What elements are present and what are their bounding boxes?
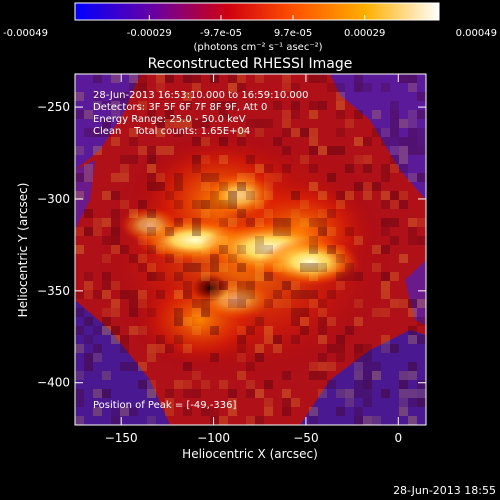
- annotation-energy-range: Energy Range: 25.0 - 50.0 keV: [93, 114, 246, 125]
- annotation-time-range: 28-Jun-2013 16:53:10.000 to 16:59:10.000: [93, 90, 309, 101]
- heatmap-image: [75, 74, 426, 425]
- x-tick-label: −150: [105, 431, 138, 445]
- y-tick-label: −250: [37, 100, 70, 114]
- colorbar-tick-label: -0.00029: [127, 28, 172, 39]
- colorbar-tick-label: -0.00049: [3, 28, 48, 39]
- colorbar-tick-label: 0.00029: [344, 28, 385, 39]
- plot-frame: [74, 73, 427, 426]
- colorbar-tick-labels: -0.00049 -0.00029 -9.7e-05 9.7e-05 0.00029 0.…: [3, 28, 497, 39]
- annotation-detectors: Detectors: 3F 5F 6F 7F 8F 9F, Att 0: [93, 102, 267, 113]
- footer-timestamp: 28-Jun-2013 18:55: [393, 484, 496, 497]
- annotation-block: 28-Jun-2013 16:53:10.000 to 16:59:10.000…: [93, 90, 309, 137]
- colorbar-gradient: [74, 2, 440, 21]
- y-tick-label: −400: [37, 376, 70, 390]
- y-tick-label: −350: [37, 284, 70, 298]
- annotation-clean-counts: Clean Total counts: 1.65E+04: [93, 126, 250, 137]
- peak-position-label: Position of Peak = [-49,-336]: [93, 400, 237, 411]
- colorbar-tick-label: 0.00049: [456, 28, 497, 39]
- chart-title: Reconstructed RHESSI Image: [148, 56, 353, 72]
- x-tick-label: −50: [293, 431, 318, 445]
- x-axis-label: Heliocentric X (arcsec): [182, 447, 318, 461]
- colorbar-tick-label: -9.7e-05: [200, 28, 242, 39]
- y-axis-label: Heliocentric Y (arcsec): [16, 183, 30, 318]
- y-tick-label: −300: [37, 192, 70, 206]
- y-axis-tick-labels: −250 −300 −350 −400: [37, 100, 70, 390]
- colorbar-ticks: [74, 15, 440, 20]
- y-axis-ticks: [75, 106, 426, 384]
- x-axis-tick-labels: −150 −100 −50 0: [105, 431, 402, 445]
- x-axis-ticks: [120, 74, 399, 425]
- x-tick-label: 0: [394, 431, 402, 445]
- colorbar-unit-label: (photons cm⁻² s⁻¹ asec⁻²): [193, 42, 322, 53]
- colorbar-tick-label: 9.7e-05: [274, 28, 312, 39]
- x-tick-label: −100: [197, 431, 230, 445]
